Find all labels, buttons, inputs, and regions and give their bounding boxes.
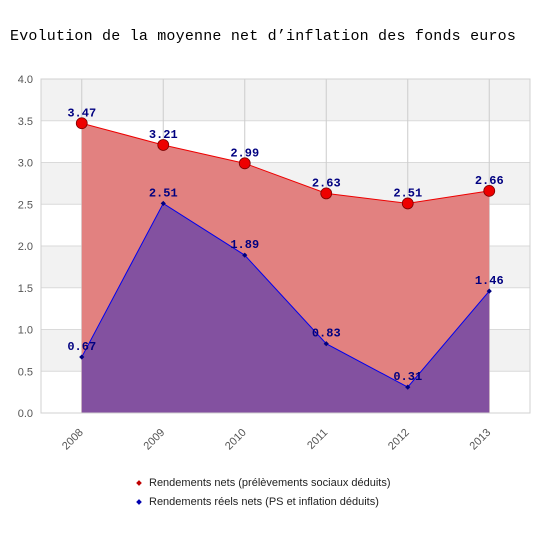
data-point: [486, 288, 492, 294]
data-label: 3.21: [149, 128, 178, 142]
data-point: [405, 384, 411, 390]
y-tick-label: 3.5: [18, 116, 33, 128]
y-tick-label: 2.0: [18, 241, 33, 253]
data-label: 2.66: [475, 174, 504, 188]
data-label: 0.83: [312, 327, 341, 341]
x-tick-label: 2013: [468, 427, 494, 453]
data-point: [242, 252, 248, 258]
legend-label-reels: Rendements réels nets (PS et inflation d…: [149, 495, 379, 508]
data-label: 2.63: [312, 176, 341, 190]
y-tick-label: 2.5: [18, 199, 33, 211]
series-line-1: [81, 122, 490, 204]
series-areas: [81, 123, 490, 413]
x-tick-label: 2010: [223, 427, 249, 453]
series-markers: [75, 117, 496, 390]
y-tick-label: 4.0: [18, 74, 33, 86]
data-label: 1.46: [475, 274, 504, 288]
legend-marker-nets: [136, 479, 142, 486]
data-label: 2.99: [230, 146, 259, 160]
data-label: 2.51: [149, 186, 178, 200]
x-tick-label: 2012: [386, 427, 412, 453]
legend: Rendements nets (prélèvements sociaux dé…: [136, 473, 391, 511]
data-point: [483, 184, 496, 197]
data-point: [157, 139, 170, 151]
plot-band: [41, 79, 530, 121]
legend-item-nets: Rendements nets (prélèvements sociaux dé…: [136, 473, 391, 492]
data-point: [75, 117, 88, 130]
data-labels: 3.47 3.21 2.99 2.63 2.51 2.66 0.67 2.51 1.89 0.83…: [67, 106, 503, 384]
x-tick-label: 2009: [142, 427, 168, 453]
legend-marker-reels: [136, 498, 142, 505]
y-tick-label: 1.0: [18, 325, 33, 337]
x-tick-label: 2011: [305, 427, 330, 452]
data-point: [401, 197, 414, 210]
chart-title: Evolution de la moyenne net d’inflation …: [10, 28, 517, 45]
y-tick-label: 3.0: [18, 158, 33, 170]
data-label: 2.51: [393, 186, 422, 200]
series-lines: [81, 122, 490, 388]
data-point: [79, 354, 85, 360]
data-label: 0.67: [67, 340, 96, 354]
data-label: 0.31: [393, 370, 422, 384]
y-tick-label: 1.5: [18, 283, 33, 295]
legend-label-nets: Rendements nets (prélèvements sociaux dé…: [149, 476, 391, 489]
x-tick-label: 2008: [60, 427, 86, 453]
legend-item-reels: Rendements réels nets (PS et inflation d…: [136, 492, 391, 511]
series-area-2: [81, 203, 490, 413]
data-point: [323, 341, 329, 347]
y-tick-label: 0.0: [18, 408, 33, 420]
data-point: [238, 157, 251, 170]
data-label: 3.47: [67, 106, 96, 120]
data-label: 1.89: [230, 238, 259, 252]
plot-border: [40, 78, 531, 414]
data-point: [320, 187, 333, 200]
y-tick-label: 0.5: [18, 366, 33, 378]
series-line-2: [81, 202, 490, 388]
data-point: [160, 200, 166, 207]
